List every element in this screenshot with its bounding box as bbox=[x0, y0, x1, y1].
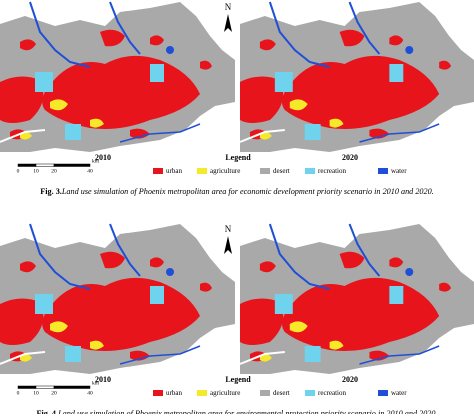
scale-tick-label: 20 bbox=[51, 168, 57, 174]
legend-swatch bbox=[378, 168, 388, 174]
scale-segment bbox=[17, 163, 37, 167]
legend-swatch bbox=[197, 168, 207, 174]
caption-label: Fig. 4. bbox=[36, 409, 58, 414]
scale-unit: km bbox=[92, 158, 100, 164]
scale-segment bbox=[53, 163, 91, 167]
scale-tick-label: 0 bbox=[17, 390, 20, 396]
caption-label: Fig. 3. bbox=[40, 187, 62, 196]
scale-tick-label: 0 bbox=[17, 168, 20, 174]
legend-swatch bbox=[197, 390, 207, 396]
scale-tick-label: 40 bbox=[87, 168, 93, 174]
legend-label: water bbox=[391, 389, 407, 397]
legend-label: water bbox=[391, 167, 407, 175]
figure-caption: Fig. 4.Land use simulation of Phoenix me… bbox=[36, 409, 437, 414]
legend-swatch bbox=[305, 168, 315, 174]
scale-unit: km bbox=[92, 380, 100, 386]
land-use-map bbox=[0, 223, 236, 375]
panel-label: 2020 bbox=[342, 153, 358, 162]
north-label: N bbox=[225, 2, 232, 12]
figure-caption: Fig. 3.Land use simulation of Phoenix me… bbox=[40, 187, 434, 196]
legend-title: Legend bbox=[225, 153, 251, 162]
scale-tick-label: 20 bbox=[51, 390, 57, 396]
legend-label: agriculture bbox=[210, 389, 240, 397]
panel-label: 2010 bbox=[95, 375, 111, 384]
legend-label: desert bbox=[273, 389, 290, 397]
north-label: N bbox=[225, 224, 232, 234]
panel-label: 2010 bbox=[95, 153, 111, 162]
legend-swatch bbox=[153, 390, 163, 396]
land-use-map bbox=[0, 1, 236, 153]
scale-tick-label: 40 bbox=[87, 390, 93, 396]
legend-label: agriculture bbox=[210, 167, 240, 175]
legend-label: recreation bbox=[318, 389, 346, 397]
legend-label: recreation bbox=[318, 167, 346, 175]
legend-swatch bbox=[305, 390, 315, 396]
scale-tick-label: 10 bbox=[33, 168, 39, 174]
legend-swatch bbox=[260, 168, 270, 174]
legend-label: urban bbox=[166, 389, 182, 397]
north-arrow bbox=[224, 14, 232, 32]
caption-text: Land use simulation of Phoenix metropoli… bbox=[57, 409, 437, 414]
land-use-map bbox=[239, 1, 474, 153]
legend-title: Legend bbox=[225, 375, 251, 384]
legend-swatch bbox=[260, 390, 270, 396]
panel-label: 2020 bbox=[342, 375, 358, 384]
scale-segment bbox=[53, 385, 91, 389]
scale-tick-label: 10 bbox=[33, 390, 39, 396]
caption-text: Land use simulation of Phoenix metropoli… bbox=[61, 187, 434, 196]
legend-swatch bbox=[378, 390, 388, 396]
north-arrow bbox=[224, 236, 232, 254]
scale-segment bbox=[35, 385, 55, 389]
scale-segment bbox=[17, 385, 37, 389]
legend-label: desert bbox=[273, 167, 290, 175]
legend-swatch bbox=[153, 168, 163, 174]
land-use-map bbox=[239, 223, 474, 375]
scale-segment bbox=[35, 163, 55, 167]
legend-label: urban bbox=[166, 167, 182, 175]
